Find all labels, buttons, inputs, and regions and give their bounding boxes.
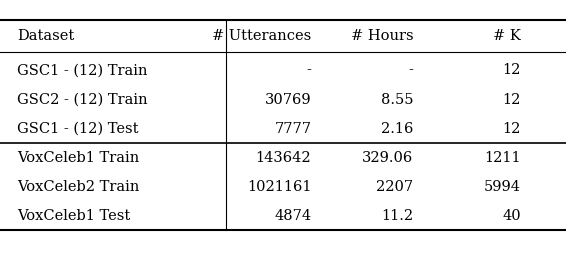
Text: 12: 12 (503, 93, 521, 107)
Text: -: - (306, 64, 311, 78)
Text: 30769: 30769 (265, 93, 311, 107)
Text: VoxCeleb1 Train: VoxCeleb1 Train (17, 151, 139, 165)
Text: 40: 40 (502, 209, 521, 223)
Text: 7777: 7777 (275, 122, 311, 136)
Text: 1021161: 1021161 (247, 180, 311, 194)
Text: GSC1 - (12) Train: GSC1 - (12) Train (17, 64, 148, 78)
Text: 143642: 143642 (256, 151, 311, 165)
Text: 2207: 2207 (376, 180, 413, 194)
Text: 5994: 5994 (484, 180, 521, 194)
Text: 4874: 4874 (274, 209, 311, 223)
Text: Dataset: Dataset (17, 29, 74, 43)
Text: 8.55: 8.55 (381, 93, 413, 107)
Text: 12: 12 (503, 122, 521, 136)
Text: # Hours: # Hours (350, 29, 413, 43)
Text: 11.2: 11.2 (381, 209, 413, 223)
Text: GSC1 - (12) Test: GSC1 - (12) Test (17, 122, 139, 136)
Text: 329.06: 329.06 (362, 151, 413, 165)
Text: # Utterances: # Utterances (212, 29, 311, 43)
Text: VoxCeleb2 Train: VoxCeleb2 Train (17, 180, 139, 194)
Text: -: - (408, 64, 413, 78)
Text: GSC2 - (12) Train: GSC2 - (12) Train (17, 93, 148, 107)
Text: 2.16: 2.16 (381, 122, 413, 136)
Text: 1211: 1211 (484, 151, 521, 165)
Text: 12: 12 (503, 64, 521, 78)
Text: VoxCeleb1 Test: VoxCeleb1 Test (17, 209, 130, 223)
Text: # K: # K (493, 29, 521, 43)
